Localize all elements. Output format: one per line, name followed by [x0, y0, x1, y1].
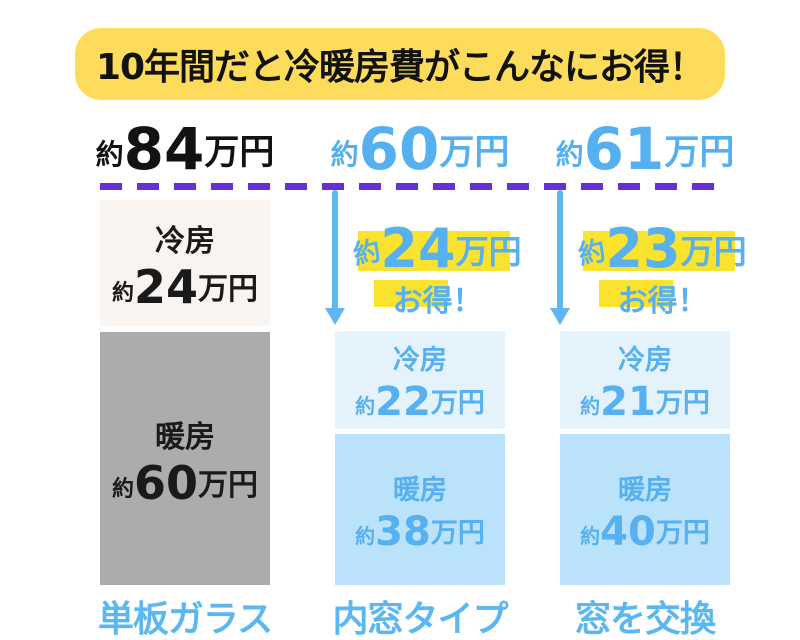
arrow-down-icon [557, 190, 563, 310]
category-label-window-replace: 窓を交換 [574, 599, 716, 640]
bar-name: 暖房 [155, 419, 215, 455]
bar-value: 60 [134, 455, 199, 510]
highlight-rect [583, 231, 735, 271]
arrow-down-icon [332, 190, 338, 310]
bar-approx: 約 [111, 281, 134, 306]
total-single-pane: 約 84 万円 [85, 116, 285, 178]
bar-approx: 約 [355, 394, 376, 418]
bar-name: 冷房 [393, 345, 447, 376]
savings-note: お得！ [617, 284, 708, 319]
bar-segment-heating-inner-window: 暖房 約 38 万円 [335, 434, 505, 585]
total-approx: 約 [330, 138, 359, 171]
total-approx: 約 [95, 138, 124, 171]
bar-unit: 万円 [655, 388, 710, 419]
savings-note: お得！ [392, 284, 483, 319]
savings-window-replace: 約 23 万円 お得！ [555, 217, 770, 320]
total-approx: 約 [555, 138, 584, 171]
bar-unit: 万円 [655, 517, 710, 549]
category-label-single-pane: 単板ガラス [97, 599, 273, 640]
bar-segment-cooling-inner-window: 冷房 約 22 万円 [335, 331, 505, 429]
highlight-rect [358, 231, 510, 271]
bar-name: 暖房 [393, 474, 447, 506]
title-banner: 10年間だと冷暖房費がこんなにお得！ [75, 28, 725, 100]
bar-unit: 万円 [198, 272, 259, 307]
bar-segment-heating-single-pane: 暖房 約 60 万円 [100, 332, 270, 585]
arrow-down-icon [325, 308, 345, 325]
bar-unit: 万円 [430, 388, 485, 419]
bar-value: 21 [600, 379, 656, 425]
bar-value: 24 [134, 260, 199, 314]
savings-value: 24 [380, 217, 456, 280]
savings-value: 23 [605, 217, 681, 280]
bar-approx: 約 [580, 523, 601, 548]
bar-name: 暖房 [618, 474, 672, 506]
bar-approx: 約 [580, 394, 601, 418]
savings-unit: 万円 [680, 232, 747, 271]
bar-name: 冷房 [618, 345, 672, 376]
bar-unit: 万円 [198, 467, 259, 503]
bar-approx: 約 [355, 523, 376, 548]
bar-segment-cooling-single-pane: 冷房 約 24 万円 [100, 200, 270, 326]
page-title: 10年間だと冷暖房費がこんなにお得！ [95, 47, 705, 88]
savings-unit: 万円 [455, 232, 522, 271]
total-value: 84 [123, 115, 205, 183]
total-value: 61 [583, 115, 665, 183]
arrow-down-icon [550, 308, 570, 325]
savings-inner-window: 約 24 万円 お得！ [330, 217, 545, 320]
bar-value: 40 [600, 508, 656, 555]
bar-value: 38 [375, 508, 431, 555]
baseline-dashed-line [100, 183, 727, 190]
bar-value: 22 [375, 379, 431, 425]
highlight-rect [599, 280, 673, 307]
bar-segment-heating-window-replace: 暖房 約 40 万円 [560, 434, 730, 585]
bar-segment-cooling-window-replace: 冷房 約 21 万円 [560, 331, 730, 429]
total-value: 60 [358, 115, 440, 183]
category-label-inner-window: 内窓タイプ [332, 599, 508, 640]
highlight-rect [374, 280, 448, 307]
bar-unit: 万円 [430, 517, 485, 549]
total-inner-window: 約 60 万円 [320, 116, 520, 178]
total-unit: 万円 [204, 133, 275, 173]
total-unit: 万円 [664, 133, 735, 173]
total-unit: 万円 [439, 133, 510, 173]
bar-name: 冷房 [155, 224, 215, 259]
total-window-replace: 約 61 万円 [545, 116, 745, 178]
bar-approx: 約 [111, 476, 134, 502]
